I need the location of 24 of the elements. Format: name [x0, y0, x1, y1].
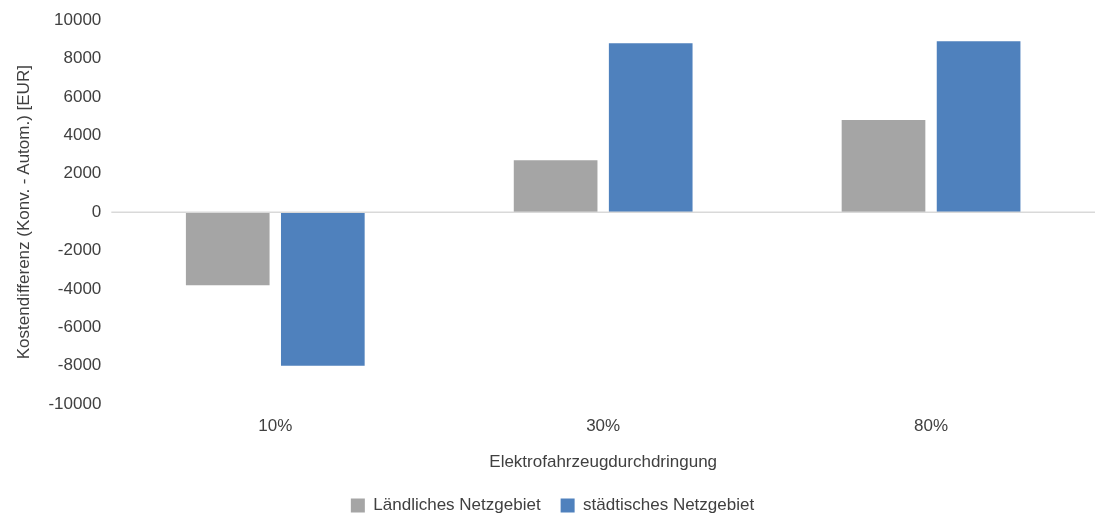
- x-tick-label: 10%: [258, 416, 293, 436]
- y-tick-label: 10000: [54, 9, 102, 29]
- legend-label: Ländliches Netzgebiet: [373, 495, 541, 515]
- y-tick-label: -8000: [57, 355, 102, 375]
- bar: [280, 212, 365, 366]
- y-tick-label: 6000: [63, 86, 102, 106]
- y-tick-label: 0: [91, 201, 102, 221]
- y-tick-label: -4000: [57, 278, 102, 298]
- bar: [513, 160, 598, 213]
- y-axis-title: Kostendifferenz (Konv. - Autom.) [EUR]: [13, 65, 33, 360]
- bar: [185, 212, 270, 286]
- bar: [936, 41, 1021, 213]
- bar: [841, 120, 926, 213]
- y-tick-label: 4000: [63, 125, 102, 145]
- legend-label: städtisches Netzgebiet: [583, 495, 755, 515]
- y-tick-label: 2000: [63, 163, 102, 183]
- x-tick-label: 30%: [586, 416, 621, 436]
- x-axis-title: Elektrofahrzeugdurchdringung: [489, 452, 718, 472]
- y-tick-label: 8000: [63, 48, 102, 68]
- y-tick-label: -2000: [57, 240, 102, 260]
- bar: [608, 43, 693, 213]
- y-tick-label: -6000: [57, 317, 102, 337]
- y-tick-label: -10000: [48, 393, 102, 413]
- x-tick-label: 80%: [914, 416, 949, 436]
